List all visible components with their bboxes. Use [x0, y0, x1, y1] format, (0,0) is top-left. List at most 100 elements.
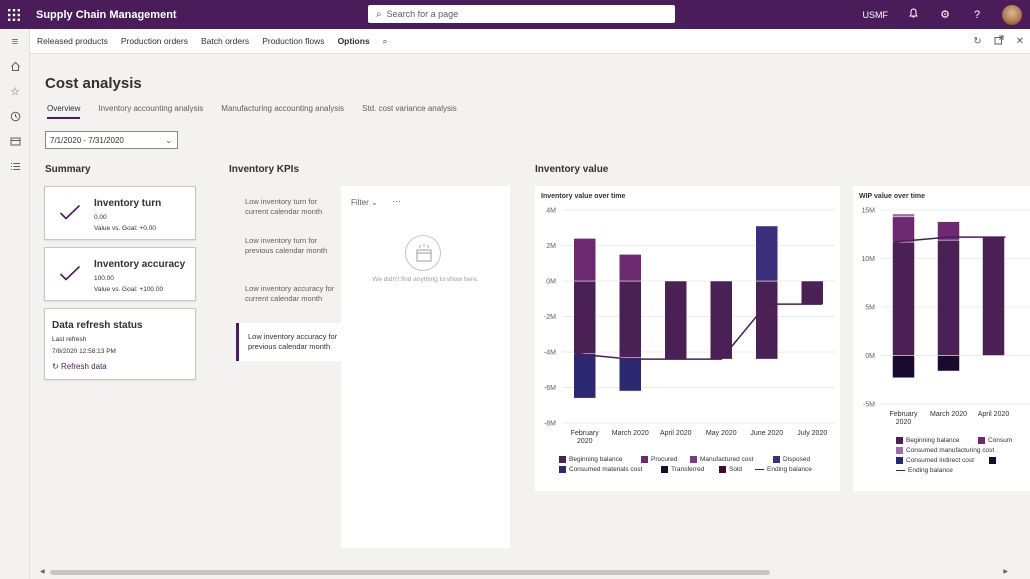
refresh-data-link[interactable]: ↻ Refresh data [52, 362, 107, 371]
search-icon: ⌕ [376, 8, 382, 20]
page-title: Cost analysis [45, 75, 142, 92]
bar-segment [664, 280, 687, 360]
y-tick-label: 15M [861, 208, 875, 215]
bar-segment [892, 213, 915, 218]
more-options-button[interactable]: ··· [392, 196, 401, 206]
left-nav: ≡ ☆ [0, 29, 30, 579]
search-placeholder: Search for a page [386, 9, 459, 19]
action-batch-orders[interactable]: Batch orders [200, 36, 250, 46]
action-options[interactable]: Options [337, 36, 370, 46]
workspace-icon[interactable] [0, 129, 30, 154]
company-picker[interactable]: USMF [862, 9, 889, 20]
kpi-goal: Value vs. Goal: +100.00 [94, 286, 164, 293]
chart-title: Inventory value over time [541, 193, 626, 200]
action-production-orders[interactable]: Production orders [120, 36, 188, 46]
inventory-turn-card[interactable]: Inventory turn 0.00 Value vs. Goal: +0.0… [44, 186, 196, 240]
tab-overview[interactable]: Overview [47, 104, 81, 119]
kpi-value: 0.00 [94, 214, 107, 221]
date-range-picker[interactable]: 7/1/2020 - 7/31/2020 ⌄ [45, 131, 178, 149]
check-icon [59, 261, 81, 287]
x-tick-label: February 2020 [889, 411, 918, 426]
wip-value-chart-card: WIP value over time 15M 10M 5M 0M -5M Februar… [853, 186, 1030, 491]
legend-swatch [559, 466, 566, 473]
summary-heading: Summary [45, 164, 91, 175]
kpi-value: 100.00 [94, 275, 114, 282]
home-icon[interactable] [0, 54, 30, 79]
y-tick-label: -6M [544, 385, 556, 392]
star-icon[interactable]: ☆ [10, 86, 20, 98]
y-tick-label: 5M [865, 305, 875, 312]
action-production-flows[interactable]: Production flows [262, 36, 325, 46]
bar-segment [892, 216, 915, 243]
y-tick-label: -2M [544, 314, 556, 321]
legend-item: Ending balance [896, 467, 953, 474]
chevron-down-icon: ⌄ [165, 135, 172, 145]
list-icon[interactable] [0, 154, 30, 179]
y-tick-label: 0M [865, 353, 875, 360]
kpi-list-item-selected[interactable]: Low inventory accuracy for previous cale… [236, 323, 342, 361]
x-tick-label: March 2020 [930, 411, 967, 418]
y-tick-label: 4M [546, 208, 556, 215]
x-tick-label: April 2020 [978, 411, 1010, 418]
chart-legend: Beginning balance Procured Manufactured … [559, 456, 839, 480]
data-refresh-card: Data refresh status Last refresh 7/8/202… [44, 308, 196, 380]
legend-line [896, 469, 905, 472]
app-title[interactable]: Supply Chain Management [36, 8, 177, 21]
popout-icon[interactable] [994, 35, 1004, 48]
inventory-value-heading: Inventory value [535, 164, 609, 175]
scroll-right-icon[interactable]: ▶ [1003, 569, 1008, 575]
legend-swatch [559, 456, 566, 463]
y-tick-label: 2M [546, 243, 556, 250]
y-tick-label: 0M [546, 279, 556, 286]
waffle-icon[interactable] [0, 0, 28, 29]
kpi-list: Low inventory turn for current calendar … [226, 186, 342, 548]
close-icon[interactable]: ✕ [1015, 36, 1024, 47]
action-released-products[interactable]: Released products [37, 36, 108, 46]
legend-item: Procured [641, 456, 677, 463]
date-range-value: 7/1/2020 - 7/31/2020 [50, 135, 124, 145]
legend-swatch [773, 456, 780, 463]
kpi-list-item[interactable]: Low inventory turn for previous calendar… [245, 236, 328, 255]
scroll-left-icon[interactable]: ◀ [40, 569, 45, 575]
refresh-icon[interactable]: ↻ [973, 36, 982, 47]
inventory-value-chart: 4M 2M 0M -2M -4M -6M -8M February 2020 March 2020… [544, 208, 835, 445]
search-box[interactable]: ⌕ Search for a page [368, 5, 675, 23]
clock-icon[interactable] [0, 104, 30, 129]
legend-item: Consumed materials cost [559, 466, 642, 473]
legend-swatch [896, 437, 903, 444]
legend-item: Consum [978, 437, 1012, 444]
kpi-title: Inventory accuracy [94, 259, 186, 270]
tab-manufacturing-accounting[interactable]: Manufacturing accounting analysis [221, 104, 345, 113]
scrollbar-thumb[interactable] [50, 570, 770, 575]
inventory-accuracy-card[interactable]: Inventory accuracy 100.00 Value vs. Goal… [44, 247, 196, 301]
y-tick-label: -5M [863, 402, 875, 409]
bar-segment [755, 280, 778, 360]
last-refresh-label: Last refresh [52, 336, 87, 343]
hamburger-icon[interactable]: ≡ [11, 35, 19, 48]
search-icon[interactable]: ⌕ [382, 35, 388, 46]
legend-line [755, 468, 764, 471]
chart-legend: Beginning balance Consum Consumed manufa… [896, 437, 1030, 477]
inventory-value-chart-card: Inventory value over time 4M 2M 0M -2M -4M -6… [535, 186, 840, 491]
bar-segment [573, 353, 596, 399]
refresh-data-label: Refresh data [60, 362, 107, 371]
avatar[interactable] [1002, 4, 1022, 25]
help-icon[interactable]: ? [973, 8, 981, 21]
legend-item: Beginning balance [896, 437, 960, 444]
legend-swatch [719, 466, 726, 473]
kpis-heading: Inventory KPIs [229, 164, 300, 175]
tab-inventory-accounting[interactable]: Inventory accounting analysis [98, 104, 204, 113]
bell-icon[interactable] [906, 7, 920, 22]
kpi-title: Inventory turn [94, 198, 162, 209]
refresh-icon: ↻ [52, 362, 61, 371]
kpi-list-item[interactable]: Low inventory turn for current calendar … [245, 197, 323, 216]
check-icon [59, 200, 81, 226]
kpi-detail-pane: Filter ⌄ ··· We didn't find anything to … [341, 186, 510, 548]
refresh-title: Data refresh status [52, 320, 143, 331]
tab-std-cost-variance[interactable]: Std. cost variance analysis [362, 104, 457, 113]
gear-icon[interactable]: ⚙ [940, 9, 950, 21]
filter-button[interactable]: Filter ⌄ [351, 198, 378, 207]
horizontal-scrollbar[interactable]: ◀ ▶ [30, 566, 1030, 579]
kpi-list-item[interactable]: Low inventory accuracy for current calen… [245, 284, 335, 303]
last-refresh-value: 7/8/2020 12:58:13 PM [52, 348, 116, 355]
